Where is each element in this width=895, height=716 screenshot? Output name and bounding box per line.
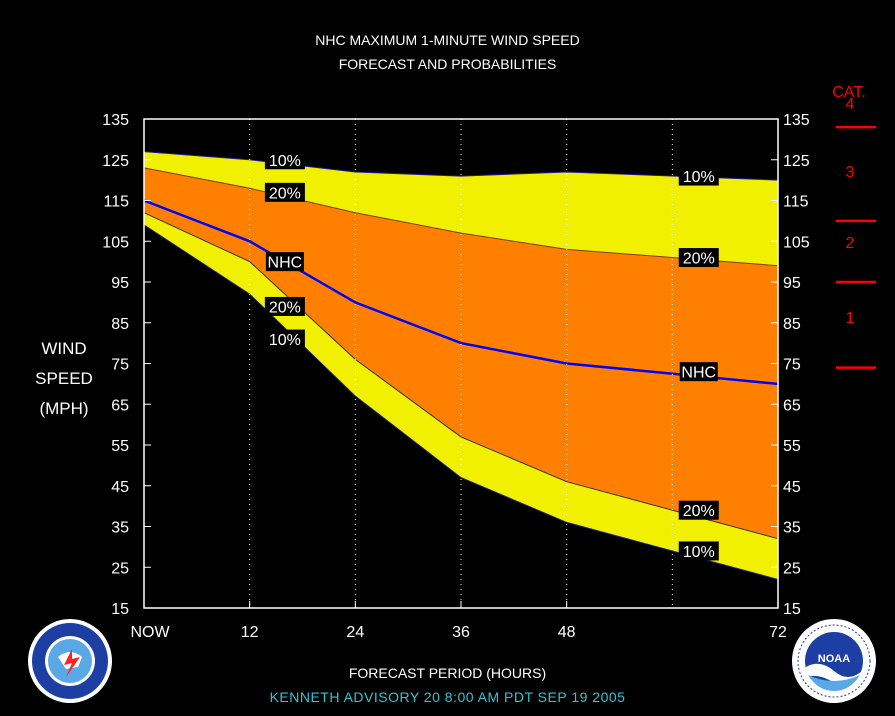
y-tick-label-right: 85 [783, 316, 801, 333]
series-line-lower-20 [143, 212, 779, 540]
y-tick-label-right: 115 [783, 194, 809, 211]
chart-title-line1: NHC MAXIMUM 1-MINUTE WIND SPEED [315, 32, 580, 48]
y-tick-label-left: 125 [102, 153, 129, 170]
y-tick-label-left: 95 [111, 275, 129, 292]
data-label-nhc: NHC [265, 252, 304, 272]
x-tick-label: 36 [452, 624, 470, 641]
y-tick-label-left: 35 [111, 520, 129, 537]
data-label-text: NHC [681, 365, 716, 382]
x-tick-label: 12 [241, 624, 259, 641]
data-label-text: 20% [683, 251, 715, 268]
data-label-20pct: 20% [678, 248, 719, 268]
y-tick-label-left: 65 [111, 397, 129, 414]
y-tick-label-left: 135 [102, 112, 129, 129]
y-tick-label-left: 85 [111, 316, 129, 333]
data-label-text: 10% [683, 169, 715, 186]
data-label-text: 20% [269, 185, 301, 202]
category-label: 4 [846, 96, 855, 113]
data-label-text: 10% [683, 544, 715, 561]
chart-title-line2: FORECAST AND PROBABILITIES [338, 56, 557, 72]
y-tick-label-right: 15 [783, 601, 801, 618]
nhc-forecast-line [143, 199, 779, 386]
data-label-10pct: 10% [264, 150, 305, 170]
data-label-nhc: NHC [679, 362, 718, 382]
y-tick-label-right: 55 [783, 438, 801, 455]
y-tick-label-right: 35 [783, 520, 801, 537]
noaa-logo-icon: NOAA [792, 619, 876, 703]
advisory-line: KENNETH ADVISORY 20 8:00 AM PDT SEP 19 2… [269, 689, 626, 705]
y-tick-label-right: 105 [783, 234, 810, 251]
y-tick-label-right: 25 [783, 560, 801, 577]
data-label-box [678, 541, 719, 561]
y-tick-label-right: 65 [783, 397, 801, 414]
category-label: 2 [846, 235, 855, 252]
category-label: 1 [846, 310, 855, 327]
y-tick-label-right: 45 [783, 479, 801, 496]
data-label-box [264, 150, 305, 170]
svg-text:★: ★ [67, 698, 72, 705]
y-tick-label-left: 55 [111, 438, 129, 455]
data-label-10pct: 10% [678, 166, 719, 186]
data-label-box [264, 329, 305, 349]
data-label-box [678, 248, 719, 268]
data-label-box [265, 252, 304, 272]
y-axis-label-line2: SPEED [35, 369, 93, 388]
series-line-lower-10 [143, 224, 779, 580]
x-tick-label: 72 [769, 624, 787, 641]
y-tick-label-left: 105 [102, 234, 129, 251]
data-label-text: 20% [683, 503, 715, 520]
x-axis-title: FORECAST PERIOD (HOURS) [348, 665, 547, 681]
y-tick-label-left: 45 [111, 479, 129, 496]
data-label-10pct: 10% [264, 329, 305, 349]
y-tick-label-right: 95 [783, 275, 801, 292]
x-tick-label: 48 [558, 624, 576, 641]
x-tick-label: 24 [346, 624, 364, 641]
y-tick-label-right: 135 [783, 112, 810, 129]
series-line-upper-10 [143, 151, 779, 181]
y-axis-label-line3: (MPH) [39, 399, 89, 418]
data-label-text: 10% [269, 332, 301, 349]
series-line-upper-20 [143, 167, 779, 267]
data-label-box [678, 166, 719, 186]
y-tick-label-left: 15 [111, 601, 129, 618]
data-label-text: NHC [268, 255, 303, 272]
y-tick-label-left: 115 [103, 194, 129, 211]
data-label-10pct: 10% [678, 541, 719, 561]
data-label-text: 20% [269, 299, 301, 316]
data-label-text: 10% [269, 153, 301, 170]
category-header: CAT. [832, 84, 865, 101]
data-label-20pct: 20% [264, 296, 305, 316]
nws-logo-icon: ★ [28, 619, 112, 705]
y-tick-label-left: 75 [111, 357, 129, 374]
data-label-20pct: 20% [678, 500, 719, 520]
data-label-box [264, 182, 305, 202]
y-tick-label-left: 25 [111, 560, 129, 577]
data-label-box [679, 362, 718, 382]
data-label-box [678, 500, 719, 520]
category-label: 3 [846, 164, 855, 181]
y-tick-label-right: 75 [783, 357, 801, 374]
x-tick-label: NOW [130, 624, 170, 641]
svg-text:NOAA: NOAA [818, 653, 850, 665]
data-label-20pct: 20% [264, 182, 305, 202]
data-label-box [264, 296, 305, 316]
y-tick-label-right: 125 [783, 153, 810, 170]
y-axis-label-line1: WIND [41, 339, 87, 358]
